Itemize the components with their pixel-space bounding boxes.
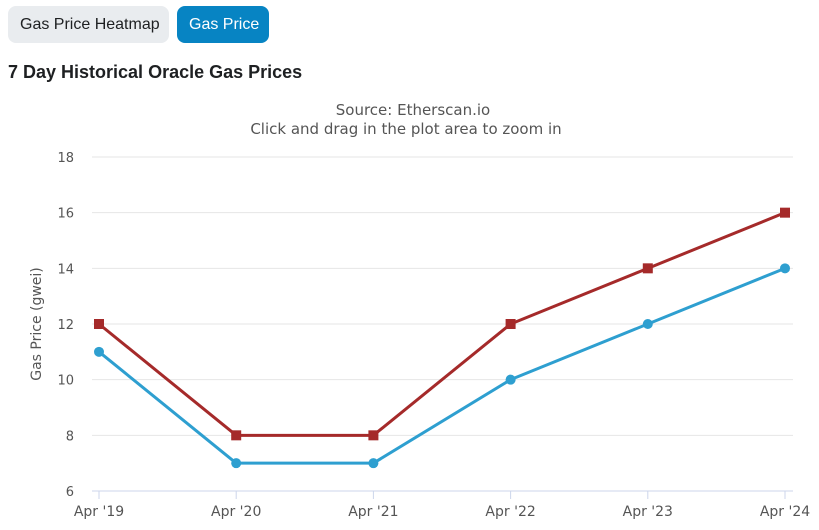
y-tick-label: 16 [57, 207, 74, 222]
series-1-point [94, 319, 104, 329]
y-tick-label: 14 [57, 262, 74, 277]
series-1-point [368, 430, 379, 441]
tab-bar: Gas Price Heatmap Gas Price [8, 6, 269, 43]
x-tick-label: Apr '23 [623, 504, 673, 520]
series-2-point [642, 319, 653, 329]
x-tick-label: Apr '22 [485, 504, 535, 520]
series-2-point [231, 458, 242, 469]
chart-gridlines [92, 156, 793, 436]
series-2-point [94, 346, 104, 357]
page-title: 7 Day Historical Oracle Gas Prices [8, 62, 303, 82]
series-2-point [505, 374, 516, 385]
y-tick-label: 10 [57, 374, 74, 389]
series-1-line [98, 211, 786, 437]
x-tick-label: Apr '19 [74, 504, 124, 520]
x-tick-label: Apr '24 [760, 504, 810, 520]
y-tick-label: 8 [66, 429, 74, 444]
series-1-point [505, 319, 516, 329]
y-tick-label: 18 [57, 151, 74, 166]
chart-subtitle-zoom-hint: Click and drag in the plot area to zoom … [250, 120, 561, 138]
chart-subtitle-source: Source: Etherscan.io [336, 101, 490, 119]
x-tick-label: Apr '20 [211, 504, 261, 520]
y-axis-ticks: 6 8 10 12 14 16 18 [57, 151, 74, 500]
y-tick-label: 12 [57, 318, 74, 333]
tab-gas-price[interactable]: Gas Price [177, 6, 269, 43]
x-axis: Apr '19 Apr '20 Apr '21 Apr '22 Apr '23 Apr '… [74, 490, 810, 520]
series-2-point [368, 458, 379, 469]
series-1-point [642, 263, 653, 274]
series-2-point [780, 263, 790, 274]
x-tick-label: Apr '21 [348, 504, 398, 520]
series-1-point [780, 207, 790, 218]
chart-series [94, 207, 790, 469]
y-axis-label: Gas Price (gwei) [29, 267, 45, 381]
tab-gas-price-heatmap[interactable]: Gas Price Heatmap [8, 6, 169, 43]
y-tick-label: 6 [66, 485, 74, 500]
series-1-point [231, 430, 242, 441]
series-2-line [98, 266, 786, 465]
